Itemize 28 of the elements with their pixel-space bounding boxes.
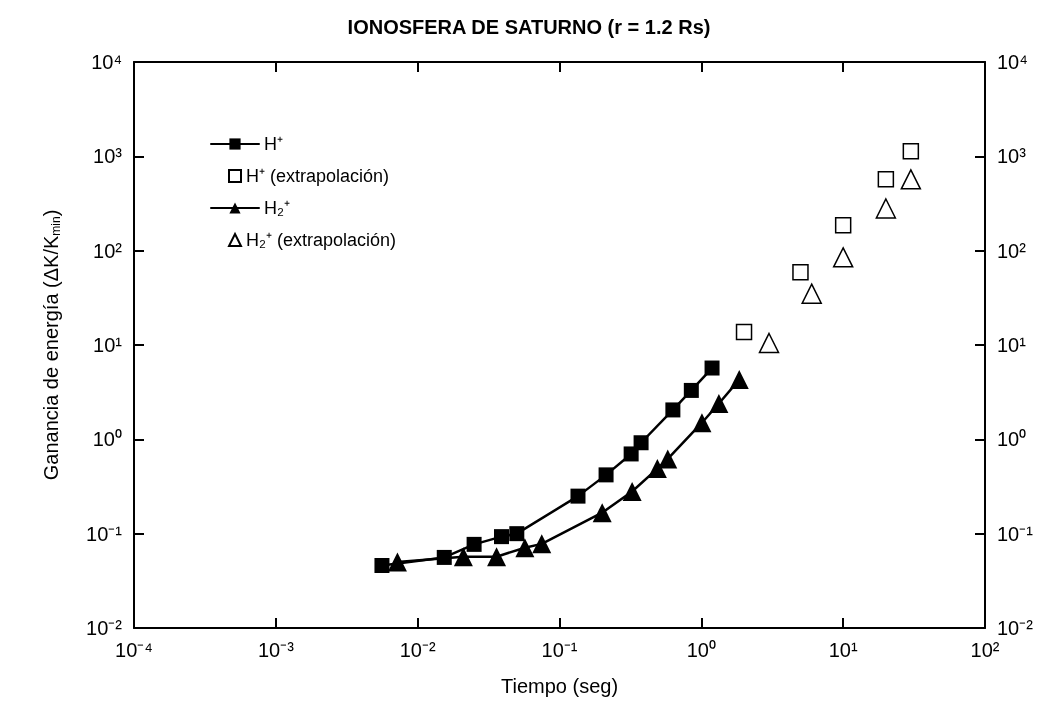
y-tick-label: 10⁻¹ xyxy=(997,522,1034,545)
y-tick-label: 10⁴ xyxy=(997,51,1028,73)
text: 10² xyxy=(93,239,122,262)
text: 10³ xyxy=(93,145,122,168)
text: 10⁴ xyxy=(91,51,122,73)
legend-label: H⁺ (extrapolación) xyxy=(246,166,390,186)
y-tick-label: 10³ xyxy=(997,145,1027,168)
text: 10⁻² xyxy=(86,617,122,639)
x-tick-label: 10¹ xyxy=(828,639,858,661)
x-tick-label: 10⁰ xyxy=(686,639,716,661)
legend-label: H₂⁺ xyxy=(264,198,290,218)
y-axis-title: Ganancia de energía (ΔK/Kmin) xyxy=(40,209,63,481)
text: 10⁻¹ xyxy=(86,522,122,545)
legend-label: H₂⁺ (extrapolación) xyxy=(246,230,397,250)
y-tick-label: 10¹ xyxy=(997,334,1027,356)
x-tick-label: 10⁻² xyxy=(399,639,436,661)
x-axis-title: Tiempo (seg) xyxy=(500,675,619,697)
x-tick-label: 10⁻³ xyxy=(257,639,295,661)
x-tick-label: 10⁻¹ xyxy=(541,639,578,661)
y-tick-label: 10² xyxy=(997,239,1027,262)
text: 10⁰ xyxy=(92,428,122,451)
text: 10¹ xyxy=(93,334,122,356)
y-tick-label: 10⁻² xyxy=(997,617,1034,639)
legend-label: H⁺ xyxy=(264,134,283,154)
x-tick-label: 10² xyxy=(970,639,1000,661)
y-tick-label: 10⁰ xyxy=(997,428,1027,451)
x-tick-label: 10⁻⁴ xyxy=(115,639,153,661)
chart-title: IONOSFERA DE SATURNO (r = 1.2 Rs) xyxy=(347,16,711,38)
